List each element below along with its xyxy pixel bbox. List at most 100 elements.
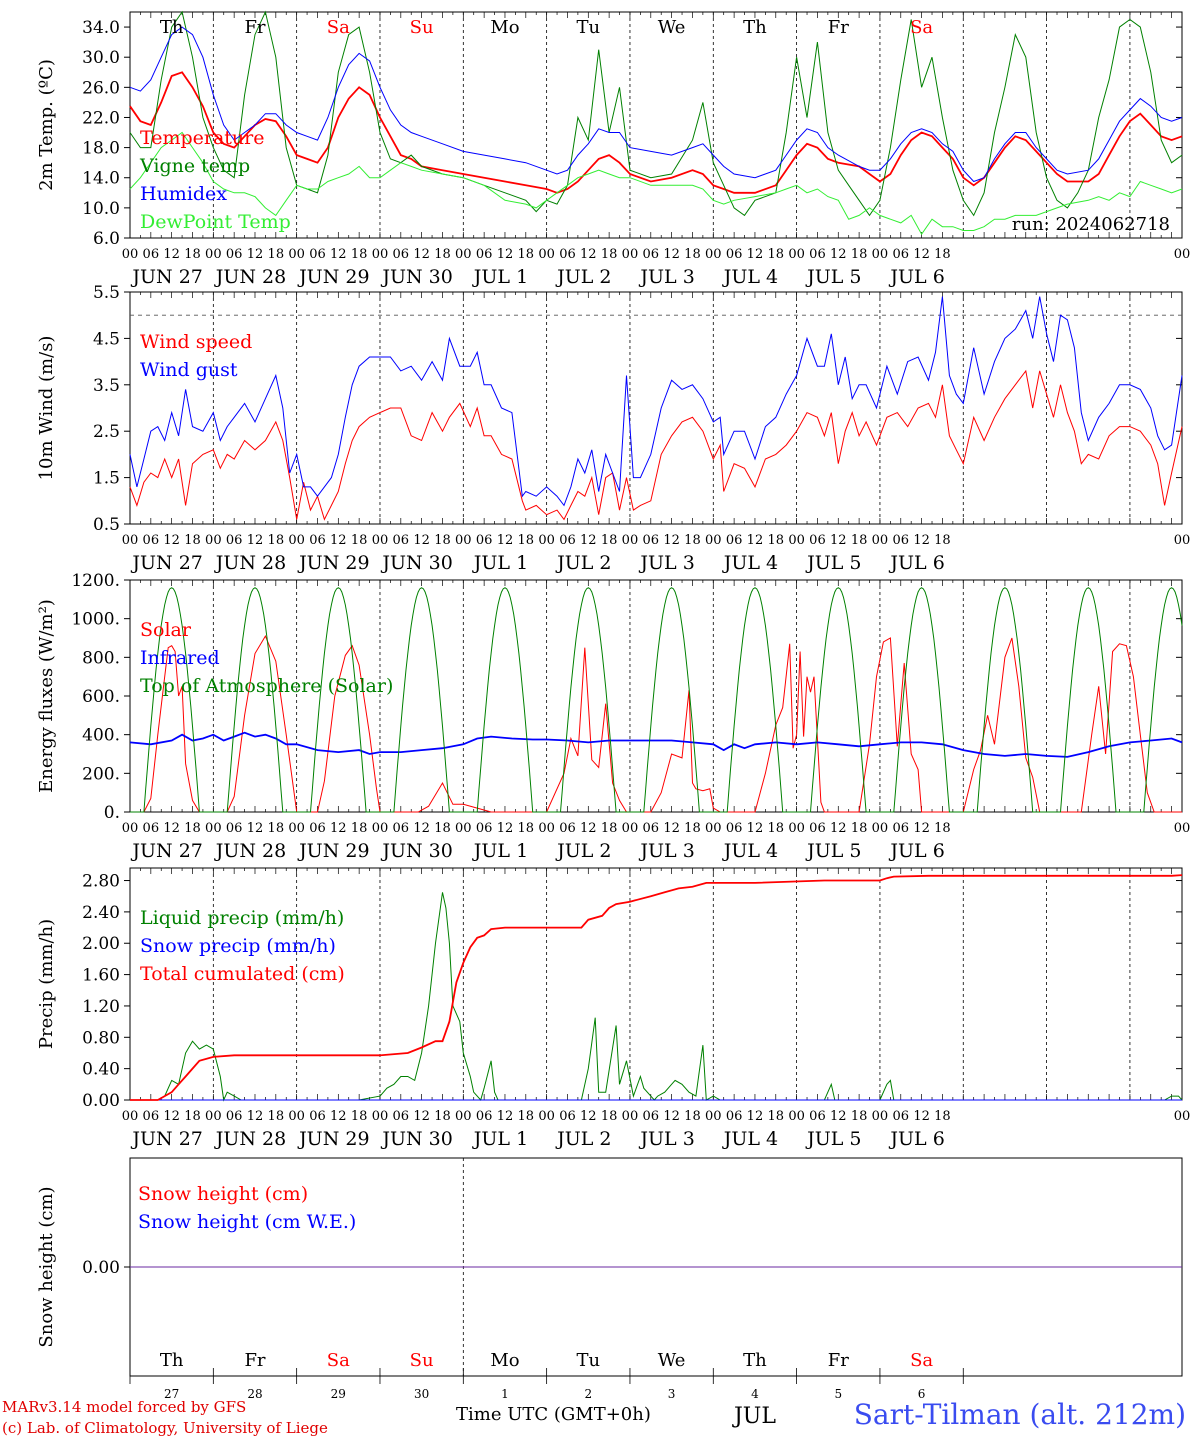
hour-tick-label: 00 [1174,247,1191,262]
hour-tick-label: 06 [309,533,326,548]
hour-tick-label: 18 [268,1109,285,1124]
hour-tick-label: 06 [476,1109,493,1124]
date-label: JUN 27 [130,552,202,574]
hour-tick-label: 18 [934,821,951,836]
date-label: JUN 28 [214,1128,286,1150]
hour-tick-label: 00 [1174,533,1191,548]
hour-tick-label: 12 [163,1109,180,1124]
hour-tick-label: 00 [622,821,639,836]
hour-tick-label: 00 [122,247,139,262]
hour-tick-label: 00 [372,247,389,262]
hour-tick-label: 06 [393,533,410,548]
y-tick-label: 1.60 [82,966,120,986]
date-label: JUN 30 [380,840,452,862]
hour-tick-label: 12 [913,247,930,262]
hour-tick-label: 00 [705,821,722,836]
hour-tick-label: 00 [538,821,555,836]
y-axis-label: 2m Temp. (ºC) [36,59,57,191]
hour-tick-label: 00 [872,1109,889,1124]
y-tick-label: 2.80 [82,872,120,892]
weekday-label: Th [743,1350,767,1371]
hour-tick-label: 00 [288,821,305,836]
hour-tick-label: 00 [288,247,305,262]
day-number-label: 1 [501,1387,509,1401]
date-label: JUL 3 [638,1128,694,1150]
weekday-label: Fr [828,1350,849,1371]
date-label: JUL 1 [472,552,528,574]
hour-tick-label: 00 [788,247,805,262]
date-label: JUN 29 [297,552,369,574]
date-label: JUN 28 [214,840,286,862]
weekday-label-top: Th [160,17,184,38]
day-number-label: 30 [414,1387,429,1401]
hour-tick-label: 06 [559,533,576,548]
hour-tick-label: 06 [476,247,493,262]
hour-tick-label: 06 [809,821,826,836]
hour-tick-label: 00 [788,821,805,836]
hour-tick-label: 00 [788,1109,805,1124]
hour-tick-label: 12 [913,821,930,836]
hour-tick-label: 18 [184,1109,201,1124]
date-label: JUL 2 [555,266,611,288]
hour-tick-label: 00 [372,821,389,836]
hour-tick-label: 06 [226,1109,243,1124]
hour-tick-label: 00 [205,821,222,836]
hour-tick-label: 06 [309,1109,326,1124]
hour-tick-label: 18 [518,247,535,262]
hour-tick-label: 12 [163,533,180,548]
hour-tick-label: 18 [268,821,285,836]
weekday-label-top: Sa [910,17,933,38]
date-label: JUN 29 [297,266,369,288]
date-label: JUN 28 [214,552,286,574]
hour-tick-label: 18 [684,821,701,836]
hour-tick-label: 12 [413,1109,430,1124]
hour-tick-label: 12 [497,821,514,836]
hour-tick-label: 00 [122,821,139,836]
hour-tick-label: 06 [226,821,243,836]
hour-tick-label: 18 [434,533,451,548]
hour-tick-label: 06 [809,533,826,548]
y-tick-label: 1.5 [93,469,120,489]
hour-tick-label: 18 [351,533,368,548]
hour-tick-label: 12 [747,247,764,262]
hour-tick-label: 12 [413,533,430,548]
legend-solar: Solar [140,619,192,641]
hour-tick-label: 00 [372,533,389,548]
hour-tick-label: 00 [705,1109,722,1124]
hour-tick-label: 06 [892,821,909,836]
y-tick-label: 10.0 [82,199,120,219]
y-tick-label: 0. [104,803,120,823]
run-label: run: 2024062718 [1012,214,1170,235]
hour-tick-label: 12 [913,533,930,548]
series-line-humidex [129,26,1183,183]
legend-dewpoint-temp: DewPoint Temp [140,211,291,233]
hour-tick-label: 18 [934,247,951,262]
hour-tick-label: 18 [851,247,868,262]
hour-tick-label: 18 [768,821,785,836]
weekday-label-top: Tu [576,17,600,38]
hour-tick-label: 00 [288,533,305,548]
hour-tick-label: 06 [892,1109,909,1124]
legend-vigne-temp: Vigne temp [139,155,250,177]
hour-tick-label: 06 [309,247,326,262]
hour-tick-label: 12 [163,247,180,262]
y-tick-label: 800. [82,648,120,668]
date-label: JUL 3 [638,266,694,288]
hour-tick-label: 06 [143,247,160,262]
station-name: Sart-Tilman (alt. 212m) [853,1398,1186,1431]
hour-tick-label: 12 [580,1109,597,1124]
hour-tick-label: 06 [143,821,160,836]
y-tick-label: 0.00 [82,1091,120,1111]
hour-tick-label: 06 [726,821,743,836]
hour-tick-label: 18 [434,821,451,836]
series-line-solar [130,634,1182,813]
date-label: JUL 6 [888,266,944,288]
weekday-label-top: Fr [828,17,849,38]
hour-tick-label: 18 [768,247,785,262]
hour-tick-label: 06 [143,1109,160,1124]
hour-tick-label: 18 [684,1109,701,1124]
hour-tick-label: 00 [205,247,222,262]
y-tick-label: 14.0 [82,169,120,189]
y-axis-label: Energy fluxes (W/m²) [36,599,57,793]
hour-tick-label: 18 [934,533,951,548]
